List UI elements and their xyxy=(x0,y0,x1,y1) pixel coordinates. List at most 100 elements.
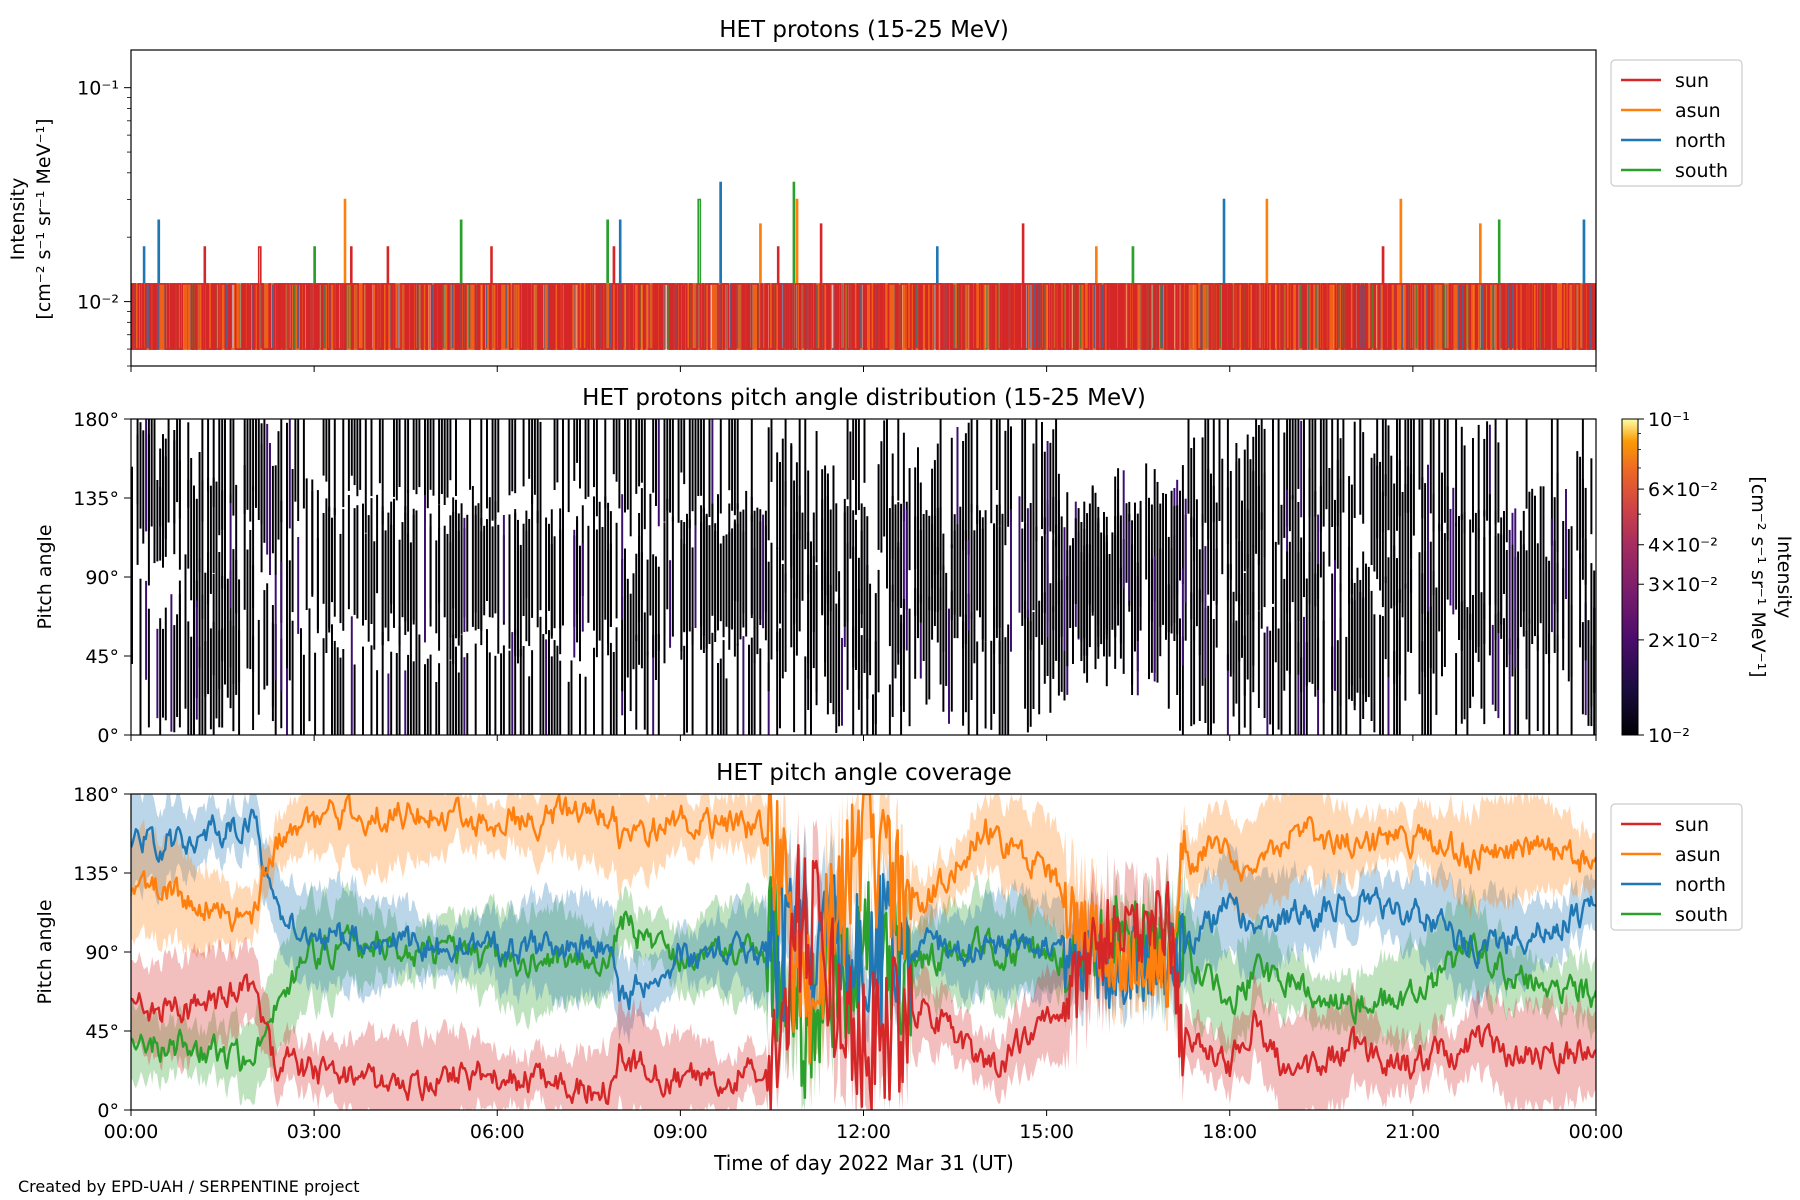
heatmap-cell xyxy=(1404,483,1407,589)
heatmap-cell xyxy=(497,419,500,513)
heatmap-cell xyxy=(1238,541,1241,662)
heatmap-cell xyxy=(652,419,655,493)
heatmap-cell xyxy=(342,649,345,735)
heatmap-cell xyxy=(1150,558,1153,673)
heatmap-cell xyxy=(297,419,300,521)
heatmap-cell xyxy=(1091,487,1094,613)
heatmap-cell xyxy=(486,629,488,735)
heatmap-cell xyxy=(486,519,488,601)
heatmap-cell xyxy=(736,643,739,735)
heatmap-cell xyxy=(891,584,894,717)
heatmap-cell xyxy=(1334,499,1336,592)
heatmap-cell xyxy=(455,646,457,735)
heatmap-cell xyxy=(488,652,491,735)
heatmap-cell xyxy=(995,504,998,638)
heatmap-cell xyxy=(1590,458,1593,535)
colorbar-unit: [cm⁻² s⁻¹ sr⁻¹ MeV⁻¹] xyxy=(1747,476,1769,677)
heatmap-cell xyxy=(1314,419,1317,517)
heatmap-cell xyxy=(229,493,232,609)
heatmap-cell xyxy=(1249,542,1252,678)
heatmap-cell xyxy=(1162,493,1165,625)
heatmap-cell xyxy=(624,419,626,513)
heatmap-cell xyxy=(717,663,719,735)
heatmap-cell xyxy=(1407,419,1410,513)
heatmap-cell xyxy=(407,533,410,632)
heatmap-cell xyxy=(207,552,210,695)
y-tick-label: 90° xyxy=(85,942,119,964)
heatmap-cell xyxy=(449,660,452,735)
colorbar-label: Intensity xyxy=(1773,536,1795,619)
heatmap-cell xyxy=(846,419,849,500)
heatmap-cell xyxy=(1396,419,1398,531)
coverage-band-north xyxy=(131,794,1596,1074)
heatmap-cell xyxy=(770,419,773,482)
heatmap-cell xyxy=(1472,595,1474,697)
x-tick-label: 00:00 xyxy=(1569,1121,1624,1143)
heatmap-cell xyxy=(1367,566,1370,698)
heatmap-cell xyxy=(449,419,452,481)
heatmap-cell xyxy=(857,588,860,710)
heatmap-cell xyxy=(1105,516,1108,629)
heatmap-cell xyxy=(838,571,841,712)
heatmap-cell xyxy=(364,419,367,533)
heatmap-cell xyxy=(415,653,418,735)
heatmap-cell xyxy=(1117,468,1120,585)
heatmap-cell xyxy=(790,519,793,648)
heatmap-cell xyxy=(1514,557,1517,669)
heatmap-cell xyxy=(333,507,336,617)
heatmap-cell xyxy=(280,419,283,523)
heatmap-cell xyxy=(1432,570,1435,674)
heatmap-cell xyxy=(795,462,798,599)
heatmap-cell xyxy=(702,419,705,514)
panel2-y-ticks: 0° 45° 90° 135° 180° xyxy=(73,409,131,747)
heatmap-cell xyxy=(176,614,179,717)
heatmap-cell xyxy=(1195,499,1198,627)
heatmap-cell xyxy=(418,419,421,488)
heatmap-cell xyxy=(466,653,469,735)
heatmap-cell xyxy=(395,419,398,501)
heatmap-cell xyxy=(1026,609,1029,733)
heatmap-cell xyxy=(502,515,505,622)
heatmap-cell xyxy=(1004,430,1007,546)
heatmap-cell xyxy=(784,481,787,593)
heatmap-cell xyxy=(691,627,694,735)
heatmap-cell xyxy=(1427,608,1429,735)
heatmap-cell xyxy=(159,618,162,735)
heatmap-cell xyxy=(1221,458,1224,575)
heatmap-cell xyxy=(556,419,559,483)
heatmap-cell xyxy=(531,495,534,618)
heatmap-cell xyxy=(736,419,739,510)
heatmap-cell xyxy=(638,419,641,487)
heatmap-cell xyxy=(914,516,917,616)
heatmap-cell xyxy=(488,497,491,618)
heatmap-cell xyxy=(697,419,700,496)
heatmap-cell xyxy=(1460,601,1463,724)
heatmap-cell xyxy=(1252,545,1255,666)
heatmap-cell xyxy=(1463,511,1466,630)
heatmap-cell xyxy=(1322,551,1325,704)
heatmap-cell xyxy=(779,462,781,548)
heatmap-cell xyxy=(548,523,550,611)
heatmap-cell xyxy=(147,419,150,531)
y-tick-label: 135° xyxy=(73,863,119,885)
heatmap-cell xyxy=(1429,606,1432,735)
heatmap-cell xyxy=(612,419,615,475)
heatmap-cell xyxy=(271,605,274,708)
heatmap-cell xyxy=(1035,419,1038,542)
heatmap-cell xyxy=(390,524,393,604)
heatmap-cell xyxy=(1294,536,1297,650)
heatmap-cell xyxy=(162,628,164,718)
heatmap-cell xyxy=(1381,616,1384,735)
heatmap-cell xyxy=(711,503,714,616)
heatmap-cell xyxy=(440,419,443,494)
heatmap-cell xyxy=(350,419,353,476)
heatmap-cell xyxy=(139,422,142,529)
heatmap-cell xyxy=(1131,520,1134,651)
heatmap-cell xyxy=(567,419,570,513)
heatmap-cell xyxy=(370,498,373,616)
heatmap-cell xyxy=(1393,483,1396,606)
heatmap-cell xyxy=(274,465,277,576)
heatmap-cell xyxy=(874,593,877,724)
heatmap-cell xyxy=(1153,469,1156,602)
heatmap-cell xyxy=(1179,490,1181,581)
